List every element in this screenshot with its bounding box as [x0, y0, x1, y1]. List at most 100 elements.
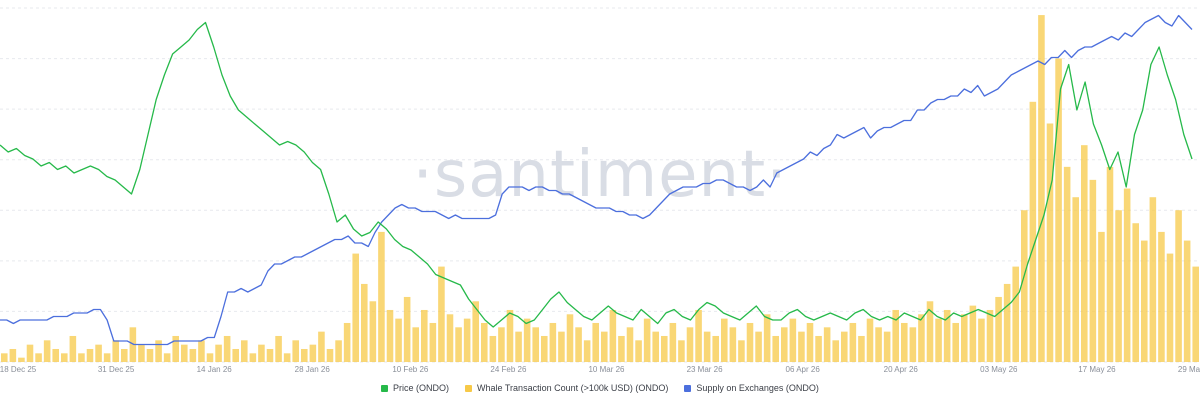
whale-transaction-bar — [369, 301, 377, 362]
whale-transaction-bar — [86, 348, 94, 362]
whale-transaction-bar — [403, 296, 411, 362]
whale-transaction-bar — [172, 335, 179, 362]
whale-transaction-bar — [661, 335, 668, 362]
whale-transaction-bar — [258, 344, 265, 362]
whale-transaction-bar — [155, 340, 162, 362]
whale-transaction-bar — [1055, 58, 1062, 362]
whale-transaction-bar — [498, 327, 505, 362]
whale-transaction-bar — [275, 335, 282, 362]
whale-transaction-bar — [523, 318, 531, 362]
whale-transaction-bar — [961, 314, 968, 362]
whale-transaction-bar — [823, 327, 831, 362]
whale-transaction-bar — [549, 322, 557, 362]
whale-transaction-bar — [781, 327, 788, 362]
whale-transaction-bar — [918, 314, 925, 362]
whale-transaction-bar — [892, 309, 899, 362]
whale-transaction-bar — [198, 340, 205, 362]
whale-transaction-bar — [43, 340, 51, 362]
grid-lines — [0, 7, 1200, 363]
whale-transaction-bar — [986, 309, 994, 362]
whale-transaction-bar — [1132, 223, 1139, 362]
whale-transaction-bar — [1003, 283, 1011, 362]
whale-transaction-bar — [1021, 210, 1028, 362]
whale-transaction-bar — [703, 331, 711, 362]
whale-transaction-bar — [635, 340, 642, 362]
series-lines — [0, 14, 1193, 346]
whale-transaction-bar — [283, 353, 291, 362]
whale-transaction-bar — [798, 331, 805, 362]
x-tick-label: 24 Feb 26 — [490, 365, 527, 374]
legend-item-price[interactable]: Price (ONDO) — [381, 383, 449, 393]
whale-transaction-bar — [678, 340, 685, 362]
whale-transaction-bar — [309, 344, 317, 362]
chart-legend: Price (ONDO) Whale Transaction Count (>1… — [0, 383, 1200, 393]
whale-transaction-bar — [609, 309, 617, 362]
legend-label-whale-transactions: Whale Transaction Count (>100k USD) (OND… — [477, 383, 669, 393]
whale-transaction-bar — [438, 266, 445, 362]
whale-transaction-bar — [592, 322, 599, 362]
whale-transaction-bar — [952, 322, 959, 362]
whale-transaction-bar — [849, 322, 857, 362]
whale-transaction-bar — [935, 318, 942, 362]
whale-transaction-bar — [463, 318, 471, 362]
whale-transaction-bar — [69, 335, 77, 362]
x-tick-label: 20 Apr 26 — [884, 365, 919, 374]
whale-transaction-bar — [858, 335, 865, 362]
whale-transaction-bar — [35, 353, 42, 362]
whale-transaction-bar — [481, 322, 488, 362]
whale-transaction-bar — [1029, 101, 1037, 362]
whale-transaction-bar — [1012, 266, 1019, 362]
x-tick-label: 18 Dec 25 — [0, 365, 37, 374]
whale-transaction-bar — [266, 348, 274, 362]
whale-transaction-bar — [489, 335, 497, 362]
whale-transaction-bar — [9, 348, 17, 362]
whale-transaction-bar — [378, 231, 385, 362]
whale-transaction-bar — [1141, 240, 1148, 362]
whale-transaction-bar — [318, 331, 325, 362]
whale-transaction-bar — [1038, 15, 1045, 363]
whale-transaction-bar — [832, 340, 839, 362]
whale-transaction-bar — [361, 283, 368, 362]
whale-transaction-bar — [772, 335, 779, 362]
whale-transaction-bar — [558, 331, 565, 362]
whale-transaction-bar — [1175, 210, 1182, 362]
whale-transaction-bar — [146, 348, 154, 362]
whale-transaction-bar — [1123, 188, 1131, 362]
whale-transaction-bar — [729, 327, 737, 362]
whale-transaction-bar — [969, 305, 977, 362]
whale-transaction-bar — [301, 348, 308, 362]
legend-item-supply-on-exchanges[interactable]: Supply on Exchanges (ONDO) — [684, 383, 819, 393]
x-tick-label: 03 May 26 — [980, 365, 1018, 374]
supply-swatch — [684, 384, 692, 392]
whale-transaction-bar — [121, 348, 128, 362]
x-tick-label: 14 Jan 26 — [197, 365, 233, 374]
x-tick-label: 17 May 26 — [1078, 365, 1116, 374]
whale-transaction-bar — [575, 327, 582, 362]
whale-transaction-bar — [1192, 266, 1199, 362]
whale-transaction-bar — [412, 327, 419, 362]
price-swatch — [381, 384, 389, 392]
whale-transaction-bar — [909, 327, 917, 362]
price-line — [0, 21, 1193, 328]
whale-transaction-bar — [1106, 166, 1114, 362]
whale-transaction-bar — [643, 318, 651, 362]
whale-transaction-bar — [95, 344, 102, 362]
whale-transaction-bar — [52, 348, 59, 362]
whale-transaction-bar — [626, 327, 634, 362]
whale-transaction-bar — [695, 309, 702, 362]
whale-transaction-bar — [26, 344, 34, 362]
whale-transaction-bar — [815, 335, 822, 362]
x-axis-ticks: 18 Dec 25 31 Dec 25 14 Jan 26 28 Jan 26 10 F… — [0, 365, 1200, 374]
x-tick-label: 23 Mar 26 — [687, 365, 724, 374]
x-tick-label: 31 Dec 25 — [98, 365, 135, 374]
whale-transaction-bar — [395, 318, 402, 362]
legend-item-whale-transactions[interactable]: Whale Transaction Count (>100k USD) (OND… — [465, 383, 668, 393]
x-tick-label: 06 Apr 26 — [786, 365, 821, 374]
whale-transaction-bar — [1149, 197, 1157, 362]
whale-transaction-bar — [506, 309, 514, 362]
whale-transaction-bar — [472, 301, 479, 362]
whale-transaction-bar — [1046, 123, 1054, 363]
whale-transaction-bar — [386, 309, 394, 362]
